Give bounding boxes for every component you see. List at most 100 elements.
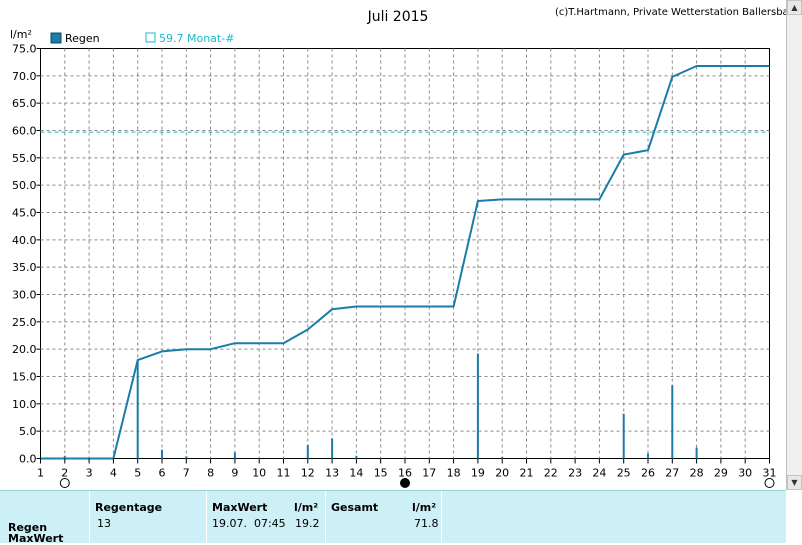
- x-tick-label: 4: [110, 467, 117, 480]
- y-tick-label: 15.0: [12, 371, 37, 384]
- x-tick-label: 2: [61, 467, 68, 480]
- daily-rain-bar: [161, 449, 163, 459]
- y-tick-label: 25.0: [12, 316, 37, 329]
- x-tick-label: 1: [37, 467, 44, 480]
- y-tick-label: 35.0: [12, 261, 37, 274]
- x-tick-label: 23: [568, 467, 582, 480]
- y-tick-label: 50.0: [12, 179, 37, 192]
- stats-divider: [89, 491, 90, 544]
- x-tick-label: 30: [738, 467, 752, 480]
- new-moon-icon: [400, 478, 410, 488]
- legend-month-swatch: [145, 32, 156, 43]
- y-tick-label: 70.0: [12, 70, 37, 83]
- x-tick-label: 18: [447, 467, 461, 480]
- x-tick-label: 3: [86, 467, 93, 480]
- daily-rain-bar: [136, 360, 139, 459]
- legend-month-label: 59.7 Monat-#: [159, 32, 234, 45]
- scroll-up-button[interactable]: ▲: [787, 0, 802, 15]
- gesamt-unit-header: l/m²: [412, 501, 437, 514]
- x-tick-label: 27: [665, 467, 679, 480]
- x-tick-label: 26: [641, 467, 655, 480]
- stats-divider: [206, 491, 207, 544]
- x-tick-label: 28: [690, 467, 704, 480]
- y-tick-label: 10.0: [12, 398, 37, 411]
- maxwert-unit-header: l/m²: [294, 501, 319, 514]
- horizontal-gridlines: [40, 75, 770, 432]
- x-tick-label: 13: [325, 467, 339, 480]
- y-tick-label: 5.0: [19, 425, 37, 438]
- daily-rain-bars: [63, 353, 698, 459]
- daily-rain-bar: [331, 438, 334, 459]
- x-tick-label: 17: [422, 467, 436, 480]
- x-axis-ticks: 1 2 3 4 5 6 7 8 9 10 11 12 13 14 15 16 17 18 19 20 21 22 23 24 2…: [37, 458, 777, 480]
- daily-rain-bar: [63, 455, 66, 459]
- y-tick-label: 65.0: [12, 97, 37, 110]
- x-tick-label: 5: [134, 467, 141, 480]
- vertical-gridlines: [64, 48, 746, 459]
- x-tick-label: 19: [471, 467, 485, 480]
- vertical-scrollbar[interactable]: ▲ ▼: [786, 0, 802, 490]
- y-axis-ticks: 0.0 5.0 10.0 15.0 20.0 25.0 30.0 35.0 40.0 45.0 50…: [12, 43, 41, 466]
- x-tick-label: 15: [374, 467, 388, 480]
- regentage-value: 13: [97, 517, 111, 530]
- daily-rain-bar: [695, 447, 698, 459]
- x-tick-label: 31: [763, 467, 777, 480]
- y-tick-label: 20.0: [12, 343, 37, 356]
- gesamt-header: Gesamt: [331, 501, 379, 514]
- chart-title: Juli 2015: [367, 9, 429, 25]
- x-tick-label: 24: [592, 467, 606, 480]
- maxwert-value: 19.2: [295, 517, 320, 530]
- x-tick-label: 14: [349, 467, 363, 480]
- row-label-regen: Regen: [8, 521, 48, 534]
- y-tick-label: 75.0: [12, 43, 37, 56]
- x-tick-label: 9: [231, 467, 238, 480]
- legend: Regen 59.7 Monat-#: [50, 32, 234, 45]
- daily-rain-bar: [355, 455, 358, 459]
- full-moon-icon: [59, 478, 70, 488]
- x-tick-label: 25: [617, 467, 631, 480]
- cumulative-rain-polyline: [40, 65, 770, 460]
- y-tick-label: 60.0: [12, 125, 37, 138]
- y-tick-label: 0.0: [19, 453, 37, 466]
- daily-rain-bar: [233, 452, 236, 459]
- stats-divider: [325, 491, 326, 544]
- scroll-down-button[interactable]: ▼: [787, 475, 802, 490]
- x-tick-label: 20: [495, 467, 509, 480]
- daily-rain-bar: [647, 453, 649, 459]
- legend-regen-swatch: [50, 32, 62, 44]
- legend-regen-label: Regen: [65, 32, 100, 45]
- x-tick-label: 22: [544, 467, 558, 480]
- y-tick-label: 40.0: [12, 234, 37, 247]
- full-moon-icon: [764, 478, 775, 488]
- moon-phase-markers: [59, 478, 775, 488]
- maxwert-header: MaxWert: [212, 501, 268, 514]
- y-tick-label: 45.0: [12, 207, 37, 220]
- daily-rain-bar: [622, 413, 625, 459]
- x-tick-label: 7: [183, 467, 190, 480]
- cumulative-rain-line: [40, 65, 770, 460]
- x-tick-label: 6: [159, 467, 166, 480]
- x-tick-label: 29: [714, 467, 728, 480]
- daily-rain-bar: [476, 353, 479, 459]
- y-tick-label: 30.0: [12, 289, 37, 302]
- x-tick-label: 21: [520, 467, 534, 480]
- copyright-text: (c)T.Hartmann, Private Wetterstation Bal…: [555, 7, 786, 18]
- regentage-header: Regentage: [95, 501, 163, 514]
- y-tick-label: 55.0: [12, 152, 37, 165]
- maxwert-date: 19.07. 07:45: [212, 517, 286, 530]
- stats-divider: [441, 491, 442, 544]
- y-axis-unit: l/m²: [10, 28, 32, 41]
- statistics-panel: Regen MaxWert Regentage 13 MaxWert 19.07…: [0, 490, 786, 545]
- daily-rain-bar: [671, 385, 674, 459]
- rain-chart: Juli 2015 (c)T.Hartmann, Private Wetters…: [10, 7, 786, 488]
- x-tick-label: 16: [398, 467, 412, 480]
- daily-rain-bar: [185, 456, 188, 459]
- x-tick-label: 10: [252, 467, 266, 480]
- daily-rain-bar: [501, 456, 504, 459]
- row-label-maxwert: MaxWert: [8, 532, 64, 545]
- x-tick-label: 8: [207, 467, 214, 480]
- gesamt-value: 71.8: [414, 517, 439, 530]
- daily-rain-bar: [306, 444, 309, 459]
- x-tick-label: 12: [301, 467, 315, 480]
- x-tick-label: 11: [277, 467, 291, 480]
